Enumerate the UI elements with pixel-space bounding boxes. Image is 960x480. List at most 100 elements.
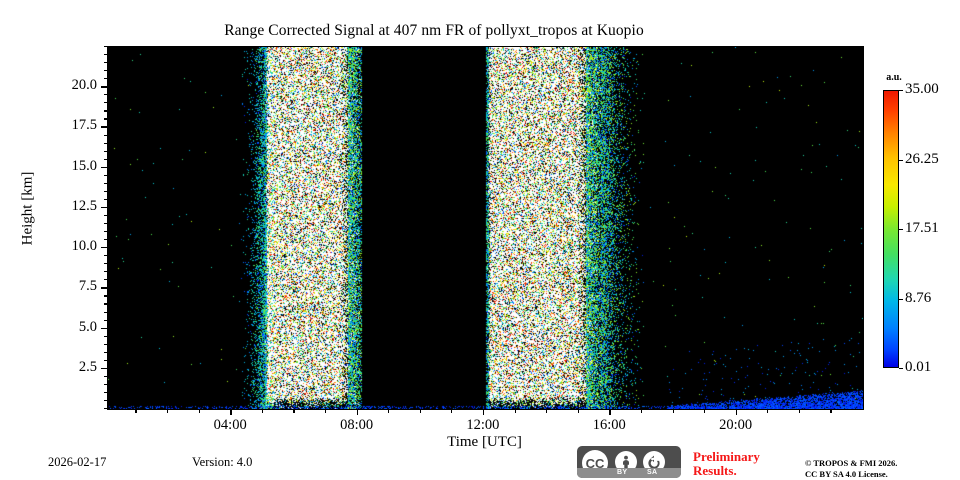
y-tick-minor — [103, 54, 107, 56]
y-tick-major — [101, 166, 107, 169]
colorbar-tick-label: 17.51 — [905, 220, 939, 236]
y-tick-major — [101, 86, 107, 88]
x-tick-minor — [640, 409, 643, 413]
y-tick-minor — [103, 383, 107, 386]
cc-attribution-person-icon — [615, 451, 637, 473]
y-tick-minor — [103, 46, 107, 48]
x-tick-label: 12:00 — [466, 417, 500, 433]
y-tick-minor — [103, 118, 107, 120]
x-tick-label: 16:00 — [592, 417, 626, 433]
x-tick-minor — [198, 409, 200, 413]
y-tick-minor — [103, 359, 107, 361]
figure-version: Version: 4.0 — [192, 455, 253, 469]
y-tick-minor — [103, 351, 107, 353]
y-tick-label: 12.5 — [71, 197, 97, 214]
cc-badge-band: BY SA — [577, 468, 681, 478]
y-tick-major — [101, 327, 107, 329]
x-tick-minor — [514, 409, 516, 413]
x-tick-minor — [261, 409, 263, 413]
y-tick-minor — [103, 150, 107, 152]
colorbar[interactable] — [883, 90, 899, 368]
copyright-note: © TROPOS & FMI 2026. CC BY SA 4.0 Licens… — [805, 458, 897, 480]
x-tick-major — [482, 409, 485, 415]
y-axis-title: Height [km] — [19, 171, 36, 246]
y-tick-minor — [103, 231, 107, 233]
y-tick-minor — [103, 223, 107, 225]
cc-logo-text: CC — [585, 455, 605, 471]
x-tick-minor — [325, 409, 327, 413]
y-tick-minor — [103, 174, 107, 176]
x-tick-minor — [167, 409, 169, 413]
y-tick-minor — [103, 295, 107, 297]
y-tick-minor — [103, 78, 107, 80]
creative-commons-badge-icon[interactable]: CC BY SA — [577, 446, 681, 478]
x-tick-minor — [798, 409, 800, 413]
x-tick-minor — [830, 409, 832, 413]
figure-date: 2026-02-17 — [48, 455, 107, 469]
page-title: Range Corrected Signal at 407 nm FR of p… — [224, 22, 644, 39]
y-tick-minor — [103, 142, 107, 144]
x-tick-minor — [767, 409, 769, 413]
x-tick-major — [356, 409, 358, 415]
colorbar-tick-label: 8.76 — [905, 289, 932, 306]
y-tick-minor — [103, 198, 107, 200]
y-tick-minor — [103, 319, 107, 321]
y-tick-minor — [103, 391, 107, 394]
x-tick-minor — [577, 409, 579, 413]
y-tick-label: 7.5 — [78, 278, 97, 295]
cc-by-text: BY — [617, 469, 628, 476]
y-tick-minor — [103, 263, 107, 265]
y-tick-minor — [103, 158, 107, 160]
x-tick-label: 20:00 — [719, 417, 753, 433]
y-tick-minor — [103, 62, 107, 64]
y-tick-minor — [103, 271, 107, 273]
x-tick-major — [735, 409, 737, 415]
x-tick-major — [609, 409, 611, 415]
x-tick-minor — [672, 409, 674, 413]
y-tick-label: 5.0 — [78, 318, 97, 335]
colorbar-tick-mark — [899, 368, 903, 370]
x-tick-label: 04:00 — [213, 417, 247, 433]
cc-sharealike-arrow-icon — [643, 451, 665, 473]
colorbar-tick-mark — [899, 90, 903, 92]
y-tick-major — [101, 247, 107, 249]
x-tick-minor — [704, 409, 706, 413]
y-tick-label: 15.0 — [71, 157, 97, 174]
y-tick-minor — [103, 335, 107, 337]
copyright-line-1: © TROPOS & FMI 2026. — [805, 458, 898, 468]
y-tick-minor — [103, 110, 107, 112]
y-tick-minor — [103, 134, 107, 136]
preliminary-line-1: Preliminary — [693, 449, 760, 464]
y-tick-minor — [103, 190, 107, 192]
y-tick-minor — [103, 70, 107, 72]
x-tick-major — [230, 409, 232, 415]
colorbar-tick-mark — [899, 229, 903, 231]
colorbar-tick-label: 0.01 — [905, 359, 932, 375]
y-tick-minor — [103, 408, 107, 410]
y-tick-major — [101, 287, 107, 289]
plot-area[interactable] — [107, 46, 864, 410]
y-tick-minor — [103, 214, 107, 217]
preliminary-line-2: Results. — [693, 463, 737, 478]
colorbar-tick-label: 26.25 — [905, 150, 939, 167]
y-tick-major — [101, 206, 107, 209]
x-tick-label: 08:00 — [340, 417, 374, 433]
y-tick-minor — [103, 375, 107, 377]
y-tick-minor — [103, 343, 107, 345]
x-tick-minor — [419, 409, 421, 413]
y-tick-minor — [103, 102, 107, 104]
colorbar-gradient — [883, 90, 899, 368]
y-tick-minor — [103, 311, 107, 313]
x-tick-minor — [135, 409, 137, 413]
x-axis-title: Time [UTC] — [447, 434, 522, 450]
y-tick-minor — [103, 400, 107, 402]
preliminary-results-note: Preliminary Results. — [693, 450, 788, 478]
x-tick-minor — [451, 409, 453, 413]
heatmap-canvas[interactable] — [108, 47, 863, 409]
y-tick-label: 17.5 — [71, 117, 97, 134]
y-tick-major — [101, 367, 107, 370]
x-tick-minor — [546, 409, 548, 413]
colorbar-tick-label: 35.00 — [905, 81, 939, 97]
y-tick-minor — [103, 182, 107, 184]
